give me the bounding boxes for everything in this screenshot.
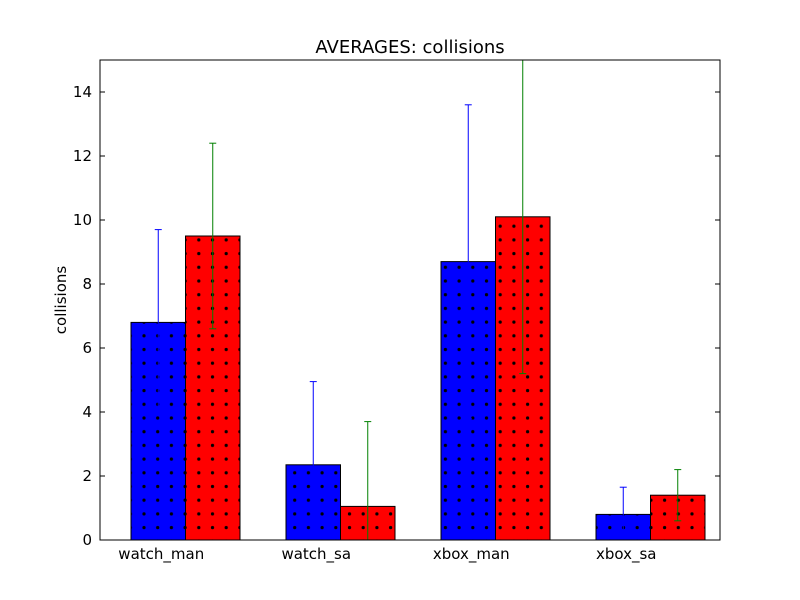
y-tick-label: 8 bbox=[82, 275, 92, 293]
y-tick-label: 0 bbox=[82, 531, 92, 549]
error-bar-watch_sa-s2 bbox=[364, 421, 372, 540]
error-bar-xbox_sa-s2 bbox=[674, 469, 682, 522]
error-bar-xbox_man-s1 bbox=[464, 104, 472, 419]
x-tick-label: xbox_man bbox=[433, 545, 510, 564]
y-tick-label: 6 bbox=[82, 339, 92, 357]
chart-title: AVERAGES: collisions bbox=[315, 37, 504, 58]
y-tick-label: 10 bbox=[73, 211, 92, 229]
error-bars-layer bbox=[154, 59, 682, 540]
error-bar-watch_man-s2 bbox=[209, 142, 217, 330]
y-tick-label: 12 bbox=[73, 147, 92, 165]
bars-layer bbox=[130, 216, 706, 541]
x-tick-label: xbox_sa bbox=[596, 545, 657, 564]
error-bar-watch_sa-s1 bbox=[309, 381, 317, 540]
y-tick-label: 2 bbox=[82, 467, 92, 485]
y-axis-title: collisions bbox=[52, 266, 70, 335]
plot-frame bbox=[99, 59, 721, 541]
x-axis: watch_man watch_sa xbox_man xbox_sa bbox=[118, 545, 656, 564]
error-bar-xbox_sa-s1 bbox=[619, 486, 627, 540]
y-axis: 0 2 4 6 8 10 12 14 bbox=[73, 83, 720, 549]
error-bar-watch_man-s1 bbox=[154, 229, 162, 416]
x-tick-label: watch_man bbox=[118, 545, 204, 564]
x-tick-label: watch_sa bbox=[281, 545, 351, 564]
y-tick-label: 4 bbox=[82, 403, 92, 421]
y-tick-label: 14 bbox=[73, 83, 92, 101]
